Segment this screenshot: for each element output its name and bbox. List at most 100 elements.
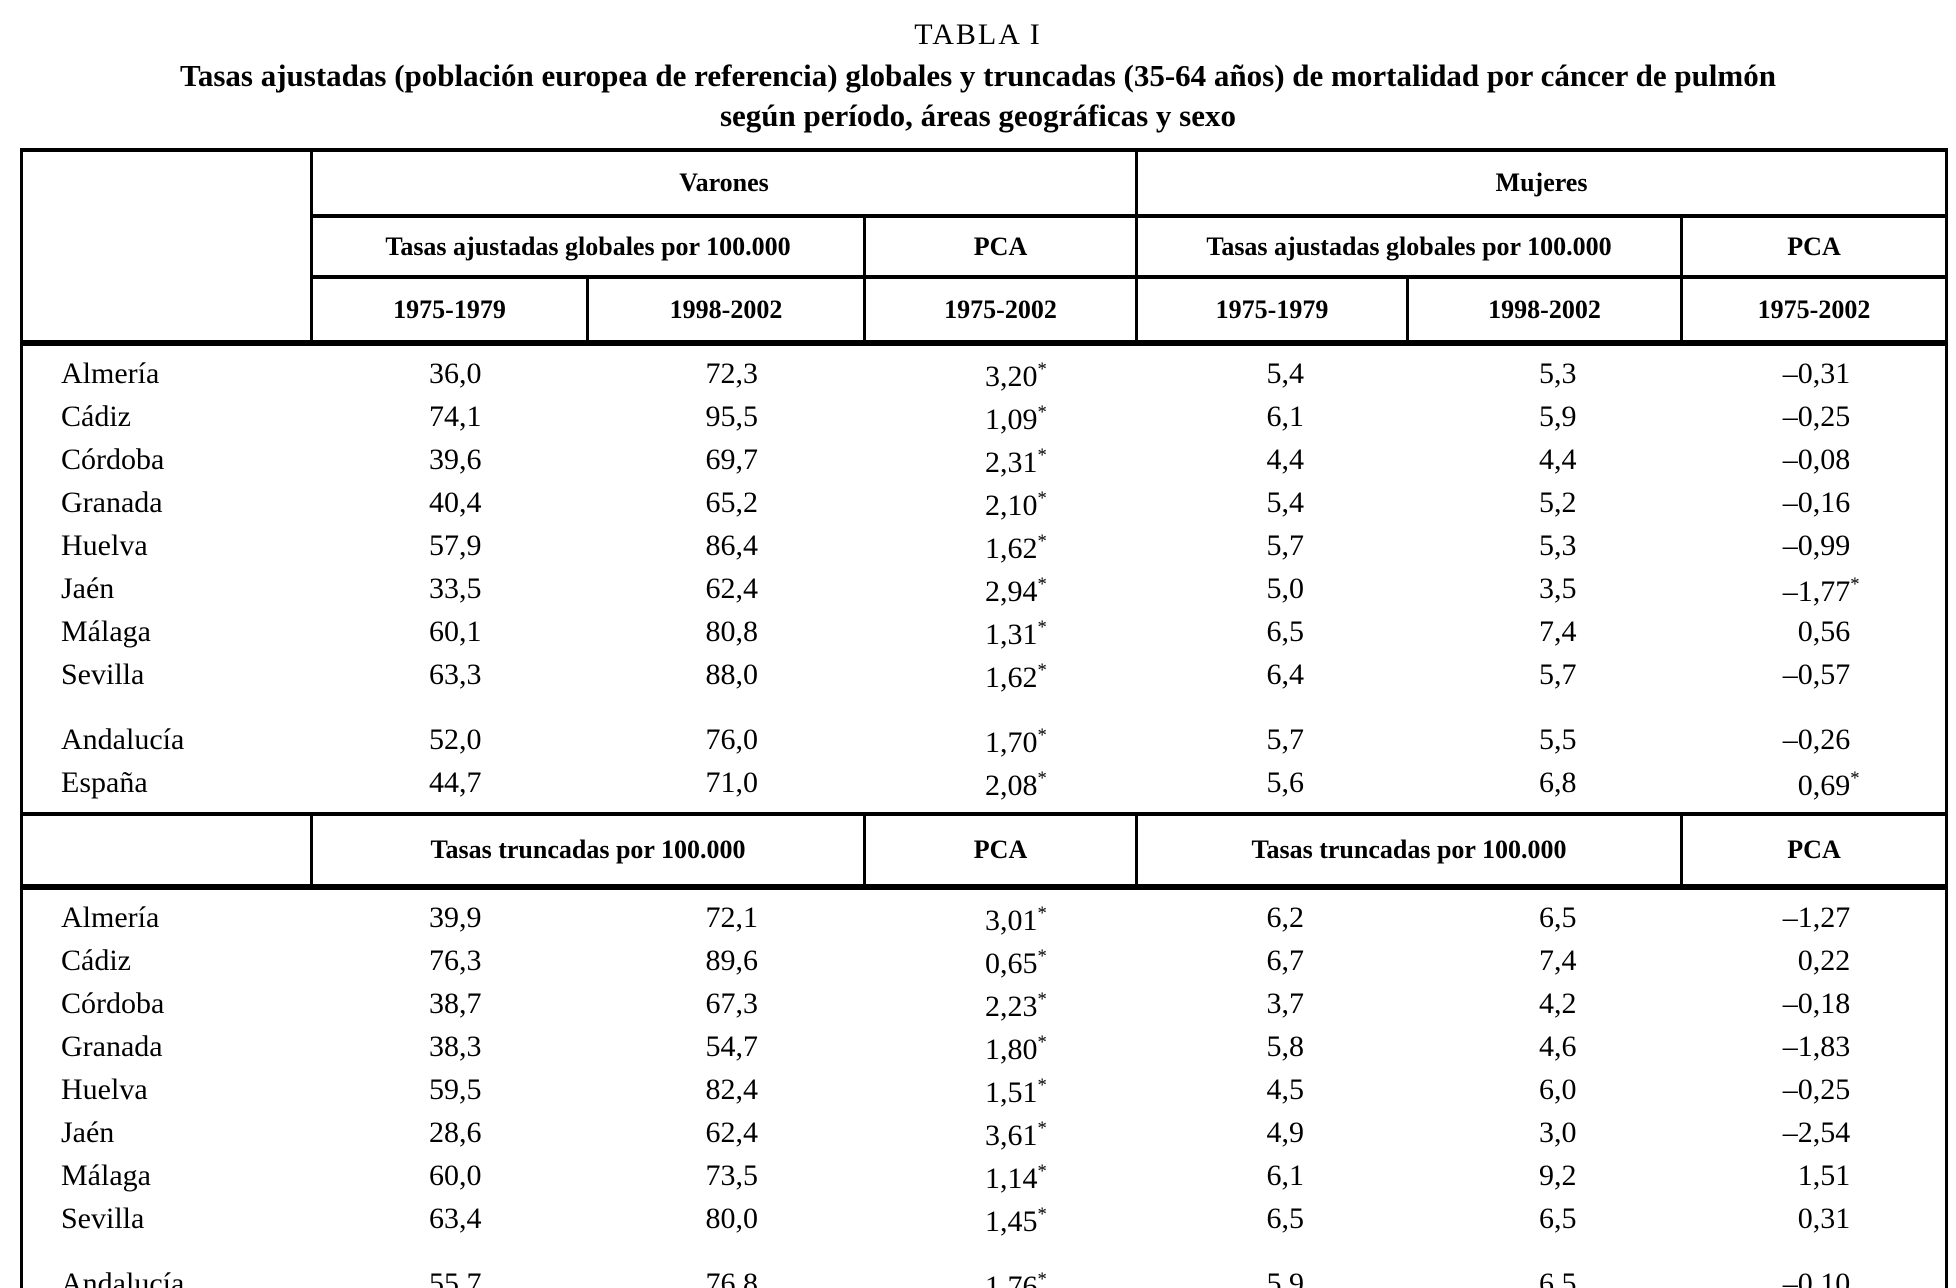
period-mujeres-pca: 1975-2002 [1679,277,1947,346]
value-text: 3,20 [985,360,1038,393]
measure-mujeres-globales: Tasas ajustadas globales por 100.000 [1135,216,1682,279]
pca-value-cell: –0,18 [1682,982,1947,1025]
value-text: 5,4 [1266,356,1305,390]
rate-value-cell: 33,5 [312,567,588,610]
pca-header-mujeres-truncadas: PCA [1679,812,1947,890]
rate-value-cell: 62,4 [588,1111,865,1154]
value-text: 38,7 [429,986,482,1020]
value-text: 52,0 [429,722,482,756]
column-group-mujeres: Mujeres [1134,150,1947,218]
rate-value-cell: 95,5 [588,395,865,438]
value-text: 28,6 [429,1115,482,1149]
value-text: 76,8 [705,1266,759,1288]
rate-value-cell: 86,4 [588,524,865,567]
period-varones-pca: 1975-2002 [863,277,1137,346]
rate-value-cell: 69,7 [588,438,865,481]
value-text: –0,18 [1782,986,1851,1020]
table-row: Andalucía 55,7 76,8 1,76* 5,9 6,5 –0,10 [22,1240,1947,1288]
value-text: 88,0 [705,657,759,691]
pca-value-cell: –0,10 [1682,1240,1947,1288]
value-text: –1,77 [1782,575,1851,608]
table-row: Málaga 60,1 80,8 1,31* 6,5 7,4 0,56 [22,610,1947,653]
value-text: 71,0 [705,765,759,799]
pca-value-cell: 1,76* [865,1240,1137,1288]
region-label: Sevilla [61,657,145,691]
pca-value-cell: 2,31* [865,438,1137,481]
mortality-table: Varones Mujeres Tasas ajustadas globales… [20,148,1949,1288]
pca-value-cell: 1,51* [865,1068,1137,1111]
rate-value-cell: 5,7 [1137,524,1408,567]
value-text: 69,7 [705,442,759,476]
value-text: 36,0 [429,356,482,390]
value-text: 2,10 [985,489,1038,522]
rate-value-cell: 67,3 [588,982,865,1025]
value-text: 33,5 [429,571,482,605]
table-row: Córdoba 39,6 69,7 2,31* 4,4 4,4 –0,08 [22,438,1947,481]
pca-value-cell: –1,27 [1682,887,1947,939]
rate-value-cell: 6,5 [1408,1240,1682,1288]
value-text: –0,25 [1782,1072,1851,1106]
region-label: Almería [61,900,160,934]
pca-header-varones-truncadas: PCA [863,812,1137,890]
value-text: 5,3 [1539,528,1577,562]
value-text: 4,2 [1539,986,1577,1020]
pca-value-cell: –1,77* [1682,567,1947,610]
value-text: 1,31 [985,618,1038,651]
rate-value-cell: 39,6 [312,438,588,481]
region-label: Cádiz [61,399,131,433]
value-text: 6,7 [1266,943,1305,977]
region-label: España [61,765,148,799]
rate-value-cell: 6,2 [1137,887,1408,939]
pca-value-cell: 1,45* [865,1197,1137,1240]
value-text: 6,2 [1266,900,1305,934]
value-text: 9,2 [1539,1158,1577,1192]
rate-value-cell: 3,7 [1137,982,1408,1025]
value-text: 6,5 [1539,1266,1577,1288]
rate-value-cell: 76,8 [588,1240,865,1288]
pca-value-cell: 1,31* [865,610,1137,653]
value-text: 59,5 [429,1072,482,1106]
rate-value-cell: 6,5 [1137,1197,1408,1240]
value-text: 54,7 [705,1029,759,1063]
period-varones-2: 1998-2002 [586,277,865,346]
rate-value-cell: 57,9 [312,524,588,567]
pca-value-cell: 1,70* [865,696,1137,761]
value-text: 6,5 [1266,1201,1305,1235]
value-text: 6,5 [1539,900,1577,934]
value-text: 1,45 [985,1205,1038,1238]
value-text: 39,9 [429,900,482,934]
pca-header-mujeres: PCA [1679,216,1947,279]
rate-value-cell: 55,7 [312,1240,588,1288]
rate-value-cell: 38,7 [312,982,588,1025]
value-text: –0,31 [1782,356,1851,390]
rate-value-cell: 6,4 [1137,653,1408,696]
value-text: 62,4 [705,571,759,605]
value-text: 6,5 [1266,614,1305,648]
pca-value-cell: 0,65* [865,939,1137,982]
table-row: Cádiz 74,1 95,5 1,09* 6,1 5,9 –0,25 [22,395,1947,438]
value-text: 74,1 [429,399,482,433]
value-text: 4,9 [1266,1115,1305,1149]
region-label: Granada [61,485,163,519]
value-text: 73,5 [705,1158,759,1192]
value-text: –1,83 [1782,1029,1851,1063]
value-text: 0,65 [985,947,1038,980]
table-title-line1: Tasas ajustadas (población europea de re… [179,58,1776,93]
value-text: 3,01 [985,904,1038,937]
value-text: 63,3 [429,657,482,691]
rate-value-cell: 5,3 [1408,343,1682,395]
value-text: 1,62 [985,532,1038,565]
pca-value-cell: 0,31 [1682,1197,1947,1240]
rate-value-cell: 59,5 [312,1068,588,1111]
value-text: 0,69 [1797,769,1851,802]
value-text: –0,57 [1782,657,1851,691]
region-label: Huelva [61,1072,148,1106]
rate-value-cell: 4,4 [1408,438,1682,481]
rate-value-cell: 5,0 [1137,567,1408,610]
header-row-periods: 1975-1979 1998-2002 1975-2002 1975-1979 … [22,277,1947,346]
pca-value-cell: 2,08* [865,761,1137,814]
rate-value-cell: 36,0 [312,343,588,395]
rate-value-cell: 73,5 [588,1154,865,1197]
rate-value-cell: 6,1 [1137,1154,1408,1197]
table-row: Jaén 33,5 62,4 2,94* 5,0 3,5 –1,77* [22,567,1947,610]
